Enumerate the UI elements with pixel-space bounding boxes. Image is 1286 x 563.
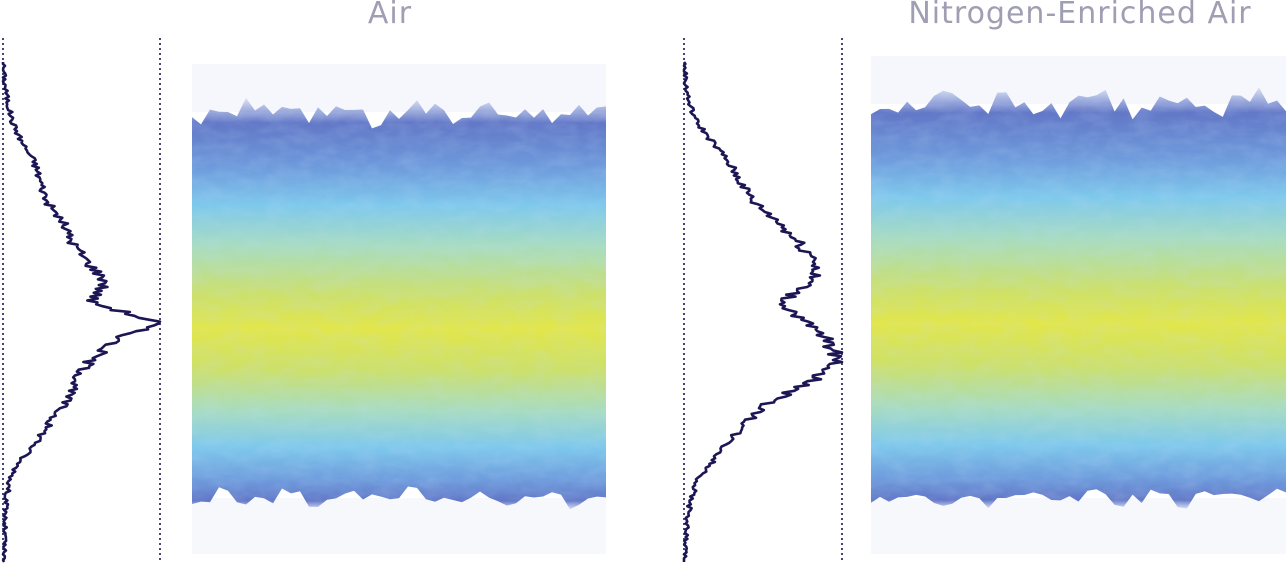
profile-line — [1, 62, 162, 563]
panel-title-nitrogen-enriched-air: Nitrogen-Enriched Air — [908, 0, 1252, 31]
profile-line — [682, 61, 844, 562]
heatmap-texture — [871, 87, 1286, 509]
panel-nitrogen-enriched-air — [682, 38, 1286, 562]
heatmap-haze-top — [192, 64, 606, 112]
panel-air — [1, 38, 606, 563]
heatmap-haze-bottom — [871, 498, 1286, 554]
heatmap-texture — [192, 98, 606, 510]
panel-title-air: Air — [367, 0, 413, 31]
heatmap-haze-bottom — [192, 498, 606, 554]
